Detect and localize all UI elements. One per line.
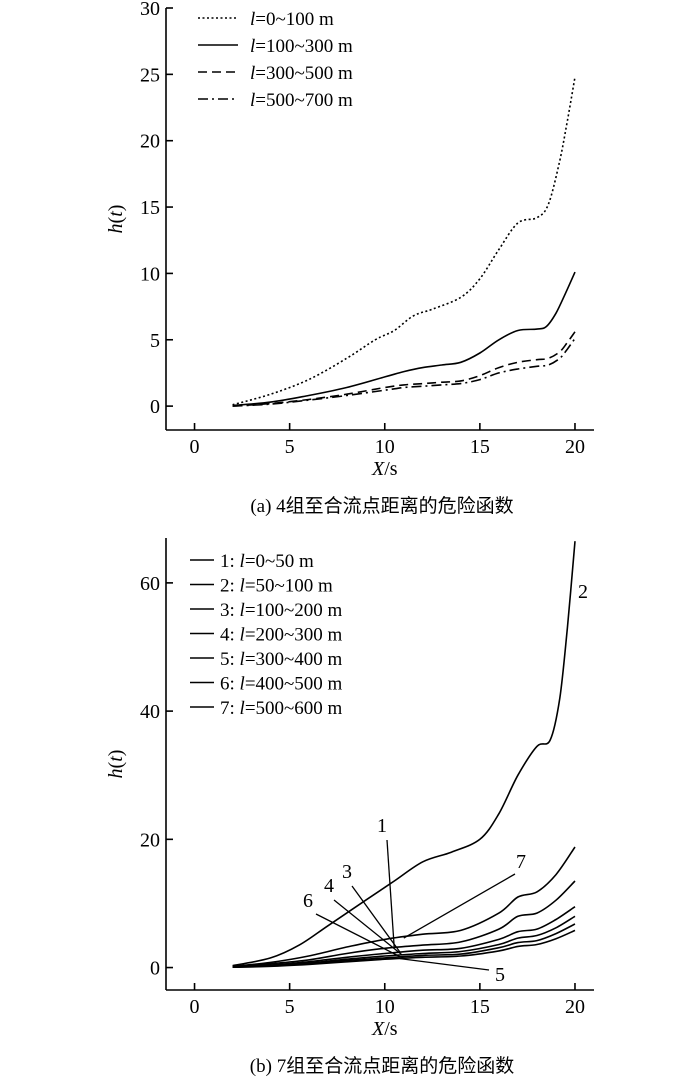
x-tick-label: 10 [375, 436, 395, 458]
y-tick-label: 15 [140, 197, 160, 219]
x-axis-label: X/s [371, 458, 398, 480]
chart-a: 0 5 10 15 20 0 5 10 15 20 25 30 X/s h(t) l=0~100 m l=10… [105, 0, 594, 517]
y-axis-label: h(t) [105, 205, 127, 234]
legend-label: 3: l=100~200 m [220, 600, 343, 621]
x-tick-label: 0 [190, 436, 200, 458]
annotation-leader-1 [386, 839, 395, 949]
series-line-1 [232, 880, 576, 968]
annotation-label-5: 5 [495, 964, 505, 986]
legend-label: 6: l=400~500 m [220, 674, 343, 695]
legend-label: 4: l=200~300 m [220, 625, 343, 646]
series-line-4 [232, 337, 576, 407]
series-line-7 [232, 846, 576, 968]
annotation-label-4: 4 [324, 875, 334, 897]
y-tick-label: 5 [150, 330, 160, 352]
chart-b: 0 5 10 15 20 0 20 40 60 X/s h(t) 1 2 34 5 6 7 1: l=0~50 m… [105, 538, 594, 1077]
y-tick-label: 0 [150, 958, 160, 980]
legend-label: 5: l=300~400 m [220, 649, 343, 670]
annotation-leader-4 [333, 899, 403, 956]
annotation-leader-6 [315, 913, 401, 958]
x-tick-label: 5 [285, 996, 295, 1018]
x-tick-label: 20 [565, 996, 585, 1018]
y-tick-label: 30 [140, 0, 160, 20]
legend-label: l=0~100 m [250, 9, 334, 30]
caption-a: (a) 4组至合流点距离的危险函数 [250, 495, 513, 517]
y-axis-label: h(t) [105, 750, 127, 779]
legend-label: l=100~300 m [250, 36, 353, 57]
x-tick-label: 10 [375, 996, 395, 1018]
x-tick-label: 15 [470, 436, 490, 458]
series-line-2 [232, 271, 576, 407]
y-tick-label: 40 [140, 701, 160, 723]
x-tick-label: 20 [565, 436, 585, 458]
annotation-label-7: 7 [516, 851, 526, 873]
annotation-leader-3 [351, 885, 401, 953]
legend-label: 2: l=50~100 m [220, 576, 333, 597]
legend-label: l=500~700 m [250, 90, 353, 111]
series-line-1 [232, 76, 576, 406]
legend-label: 7: l=500~600 m [220, 698, 343, 719]
y-tick-label: 20 [140, 131, 160, 153]
x-tick-label: 0 [190, 996, 200, 1018]
x-tick-label: 5 [285, 436, 295, 458]
legend-label: l=300~500 m [250, 63, 353, 84]
y-tick-label: 25 [140, 64, 160, 86]
annotation-label-3: 3 [342, 861, 352, 883]
series-line-2 [232, 541, 576, 967]
annotation-label-6: 6 [303, 890, 313, 912]
series-line-3 [232, 331, 576, 407]
x-axis-label: X/s [371, 1018, 398, 1040]
annotation-label-1: 1 [377, 815, 387, 837]
y-tick-label: 10 [140, 263, 160, 285]
x-tick-label: 15 [470, 996, 490, 1018]
y-tick-label: 0 [150, 396, 160, 418]
series-line-3 [232, 906, 576, 968]
y-tick-label: 20 [140, 829, 160, 851]
caption-b: (b) 7组至合流点距离的危险函数 [250, 1055, 514, 1077]
y-tick-label: 60 [140, 573, 160, 595]
annotation-leader-5 [399, 957, 490, 971]
annotation-label-2: 2 [578, 581, 588, 603]
legend-label: 1: l=0~50 m [220, 551, 314, 572]
annotation-leader-7 [403, 873, 516, 939]
series-line-6 [232, 923, 576, 968]
